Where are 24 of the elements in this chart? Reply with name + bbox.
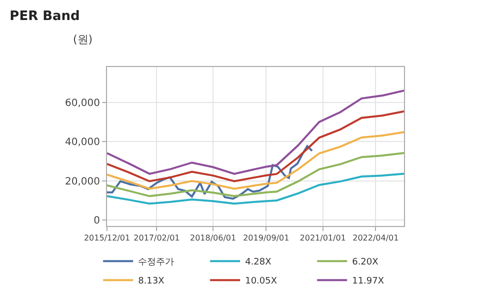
x-tick-label: 2018/06/01 — [190, 234, 236, 243]
x-tick-label: 2019/09/01 — [243, 234, 290, 243]
x-tick-label: 2022/04/01 — [352, 234, 399, 243]
x-tick-label: 2021/01/01 — [300, 234, 346, 243]
y-tick-label: 0 — [94, 216, 100, 227]
legend-label: 6.20X — [352, 258, 378, 268]
x-tick-label: 2017/02/01 — [134, 234, 180, 243]
y-tick-label: 40,000 — [65, 137, 100, 148]
x-tick-label: 2015/12/01 — [84, 234, 130, 243]
line-series — [107, 110, 404, 182]
legend-label: 8.13X — [138, 276, 164, 287]
legend-label: 11.97X — [352, 276, 384, 287]
y-axis-title: (원) — [73, 33, 93, 46]
line-series — [107, 90, 404, 175]
line-series — [107, 145, 314, 200]
y-tick-label: 60,000 — [65, 98, 100, 109]
y-tick-label: 20,000 — [65, 176, 100, 188]
legend-label: 4.28X — [245, 258, 272, 268]
line-series — [107, 131, 404, 190]
line-series — [107, 152, 404, 198]
legend-label: 10.05X — [245, 276, 278, 287]
legend-label: 수정주가 — [138, 258, 174, 268]
chart-title: PER Band — [10, 8, 80, 24]
line-series — [107, 172, 404, 205]
